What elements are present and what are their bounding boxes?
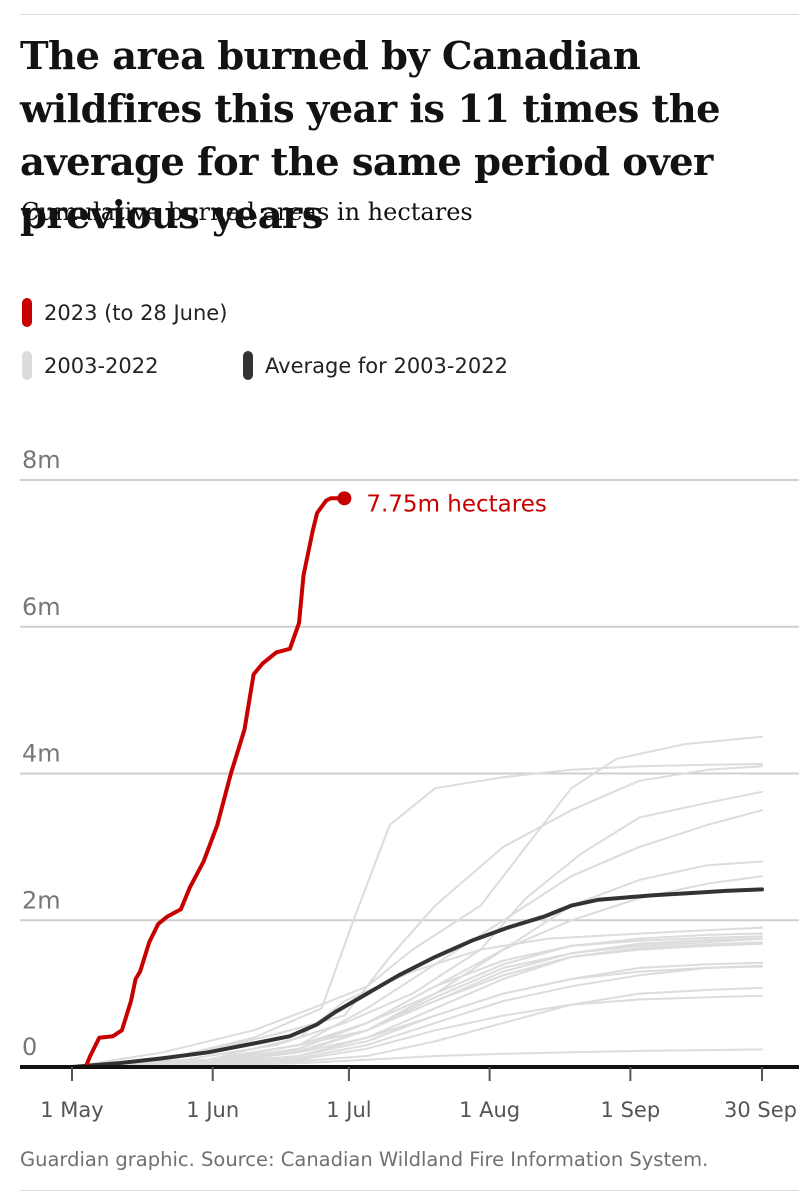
x-tick-label: 1 Jul	[326, 1098, 371, 1122]
source-note: Guardian graphic. Source: Canadian Wildl…	[20, 1148, 709, 1171]
legend-label-average: Average for 2003-2022	[265, 353, 508, 378]
legend-swatch-2023	[22, 298, 32, 327]
y-tick-label: 6m	[22, 593, 61, 621]
series-2023-line	[70, 496, 347, 1069]
x-tick-label: 1 Aug	[459, 1098, 520, 1122]
legend-item-2023: 2023 (to 28 June)	[22, 298, 227, 327]
historic-series-line	[71, 964, 763, 1068]
historic-series-line	[71, 932, 763, 1068]
historic-series-line	[71, 937, 763, 1068]
x-tick-label: 1 Sep	[601, 1098, 661, 1122]
legend-item-historic: 2003-2022	[22, 351, 158, 380]
y-tick-label: 8m	[22, 446, 61, 474]
legend-label-historic: 2003-2022	[44, 353, 159, 378]
x-tick-label: 30 Sep	[724, 1098, 797, 1122]
historic-series-line	[71, 1048, 763, 1068]
historic-series-line	[71, 875, 763, 1068]
x-tick-label: 1 May	[40, 1098, 103, 1122]
legend-item-average: Average for 2003-2022	[243, 351, 508, 380]
historic-series-line	[71, 926, 763, 1068]
x-tick-label: 1 Jun	[186, 1098, 239, 1122]
line-chart: 0 2m 4m 6m 8m 1 May 1 Jun 1 Jul 1 Aug 1 Sep 30 Se…	[20, 446, 799, 1122]
historic-series-line	[71, 965, 763, 1068]
average-series-line	[70, 887, 764, 1069]
series-2023-endpoint	[337, 491, 352, 506]
y-tick-label: 2m	[22, 886, 61, 914]
historic-series-line	[71, 935, 763, 1068]
top-rule	[20, 14, 799, 15]
bottom-rule	[20, 1190, 799, 1191]
legend-swatch-average	[243, 351, 253, 380]
y-tick-label: 4m	[22, 740, 61, 768]
historic-series-line	[71, 790, 763, 1068]
historic-series-line	[71, 765, 763, 1068]
chart-subtitle: Cumulative burned areas in hectares	[21, 198, 473, 226]
legend-swatch-historic	[22, 351, 32, 380]
historic-series-line	[71, 763, 763, 1068]
historic-series-line	[71, 937, 763, 1068]
historic-series-line	[71, 735, 763, 1068]
chart-title: The area burned by Canadian wildfires th…	[20, 34, 721, 238]
endpoint-annotation: 7.75m hectares	[366, 491, 547, 517]
y-tick-label: 0	[22, 1033, 37, 1061]
historic-series-line	[71, 941, 763, 1068]
legend-label-2023: 2023 (to 28 June)	[44, 300, 228, 325]
historic-series-line	[71, 986, 763, 1068]
